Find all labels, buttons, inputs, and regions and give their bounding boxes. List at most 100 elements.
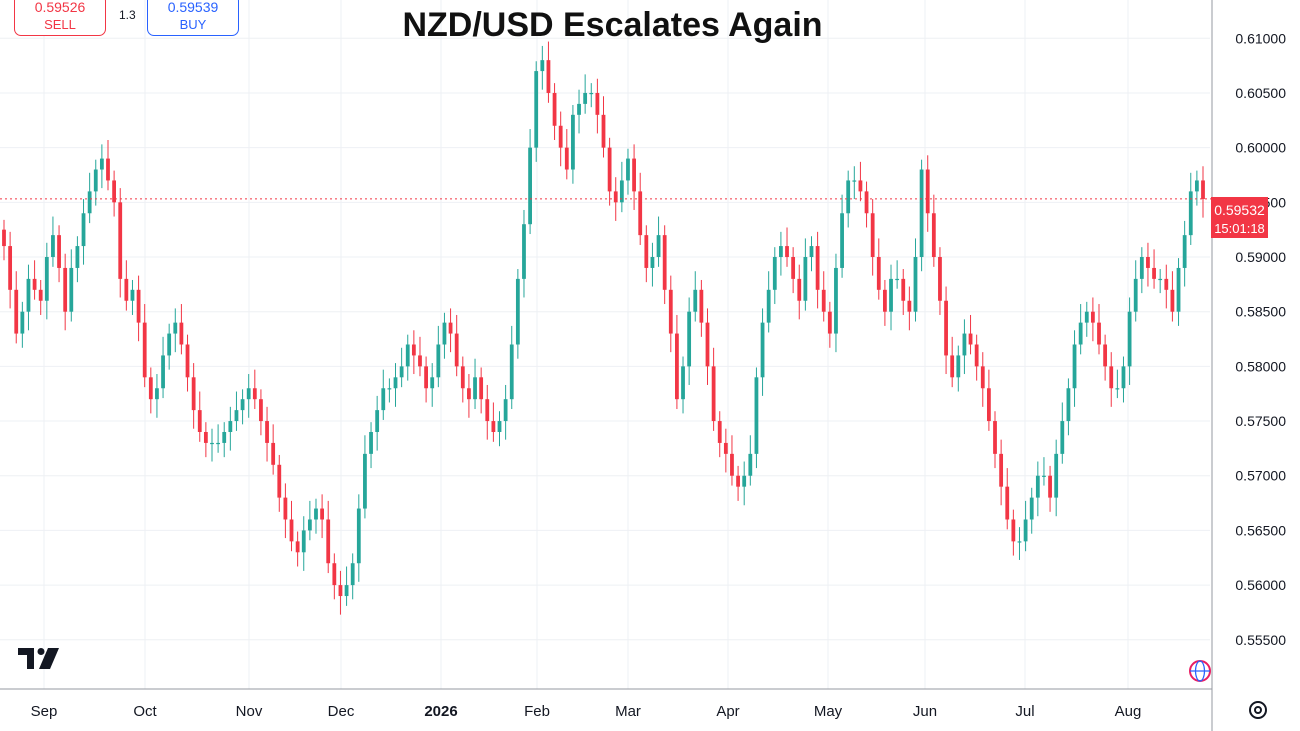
bar-countdown: 15:01:18 <box>1214 221 1265 236</box>
candle-body <box>993 421 997 454</box>
candle-body <box>51 235 55 258</box>
candle-body <box>418 355 422 367</box>
buy-button[interactable]: 0.59539 BUY <box>147 0 239 36</box>
x-tick-label: Nov <box>236 703 263 720</box>
candle-body <box>577 103 581 115</box>
candle-body <box>289 519 294 542</box>
candle-body <box>919 169 924 258</box>
candle-body <box>63 267 68 312</box>
candle-body <box>827 311 832 334</box>
candle-body <box>436 344 441 378</box>
candle-body <box>130 289 135 301</box>
candle-body <box>1023 519 1028 542</box>
candle-body <box>1152 267 1156 279</box>
candle-body <box>222 431 227 443</box>
candle-body <box>228 421 233 432</box>
candle-body <box>473 377 477 400</box>
candle-body <box>2 229 6 247</box>
candle-body <box>791 257 796 279</box>
settings-gear-icon[interactable] <box>1246 698 1270 722</box>
tradingview-logo-icon[interactable] <box>18 648 60 670</box>
candle-body <box>142 322 147 378</box>
candle-body <box>155 388 159 400</box>
y-tick-label: 0.60500 <box>1235 85 1286 101</box>
candle-body <box>613 191 618 203</box>
candle-body <box>491 421 496 432</box>
candle-body <box>314 508 318 520</box>
candle-body <box>283 497 288 520</box>
y-tick-label: 0.60000 <box>1235 140 1286 156</box>
candle-body <box>1084 311 1089 323</box>
candle-body <box>889 278 893 312</box>
candle-body <box>399 366 404 378</box>
sell-button[interactable]: 0.59526 SELL <box>14 0 106 36</box>
candle-body <box>203 431 208 443</box>
candle-body <box>846 180 851 214</box>
candle-body <box>26 278 31 312</box>
candle-body <box>779 246 783 258</box>
x-tick-label: Oct <box>133 703 157 720</box>
candle-body <box>1188 191 1193 236</box>
candle-body <box>332 563 337 586</box>
candle-body <box>246 388 251 400</box>
candle-body <box>705 322 710 367</box>
candle-body <box>907 300 912 312</box>
candle-body <box>1103 344 1108 367</box>
candle-body <box>295 541 300 553</box>
candle-body <box>840 213 844 268</box>
candle-body <box>1133 278 1138 312</box>
candle-body <box>509 344 514 400</box>
candle-body <box>1097 322 1101 345</box>
candle-body <box>558 125 563 148</box>
candle-body <box>534 71 539 148</box>
candle-body <box>173 322 178 334</box>
candle-body <box>210 442 214 445</box>
candle-body <box>57 235 61 268</box>
candle-body <box>962 333 967 356</box>
candle-body <box>815 246 820 290</box>
candle-body <box>730 453 734 476</box>
globe-icon[interactable] <box>1188 659 1212 683</box>
candle-body <box>864 191 869 214</box>
candle-body <box>681 366 685 400</box>
candle-body <box>601 114 606 148</box>
candle-body <box>913 257 918 312</box>
candle-body <box>834 267 838 334</box>
candle-body <box>32 278 37 290</box>
candle-body <box>785 246 789 258</box>
y-tick-label: 0.58500 <box>1235 304 1286 320</box>
candle-body <box>540 60 545 72</box>
candle-body <box>271 442 276 465</box>
candle-body <box>467 388 471 400</box>
candle-body <box>925 169 930 214</box>
candle-body <box>699 289 704 323</box>
candle-body <box>93 169 98 192</box>
candle-body <box>307 519 312 531</box>
candle-body <box>650 257 655 268</box>
candle-body <box>1035 475 1040 498</box>
x-tick-label: 2026 <box>424 703 457 720</box>
y-tick-label: 0.56500 <box>1235 522 1286 538</box>
x-tick-label: Aug <box>1115 703 1142 720</box>
candle-body <box>968 333 973 345</box>
candle-body <box>632 158 636 192</box>
candle-body <box>583 92 588 104</box>
candle-body <box>619 180 624 203</box>
candle-body <box>980 366 985 389</box>
buy-price: 0.59539 <box>167 0 219 15</box>
candle-body <box>956 355 961 378</box>
x-tick-label: Sep <box>31 703 58 720</box>
candle-body <box>999 453 1004 487</box>
candle-body <box>515 278 520 345</box>
candle-body <box>656 235 661 258</box>
candle-body <box>809 246 814 258</box>
chart-title: NZD/USD Escalates Again <box>402 6 823 44</box>
candle-body <box>1158 278 1163 281</box>
candle-body <box>363 453 367 509</box>
candle-body <box>20 311 25 334</box>
y-tick-label: 0.58000 <box>1235 358 1286 374</box>
candle-body <box>369 431 373 454</box>
candle-body <box>687 311 692 367</box>
candle-body <box>1078 322 1083 345</box>
